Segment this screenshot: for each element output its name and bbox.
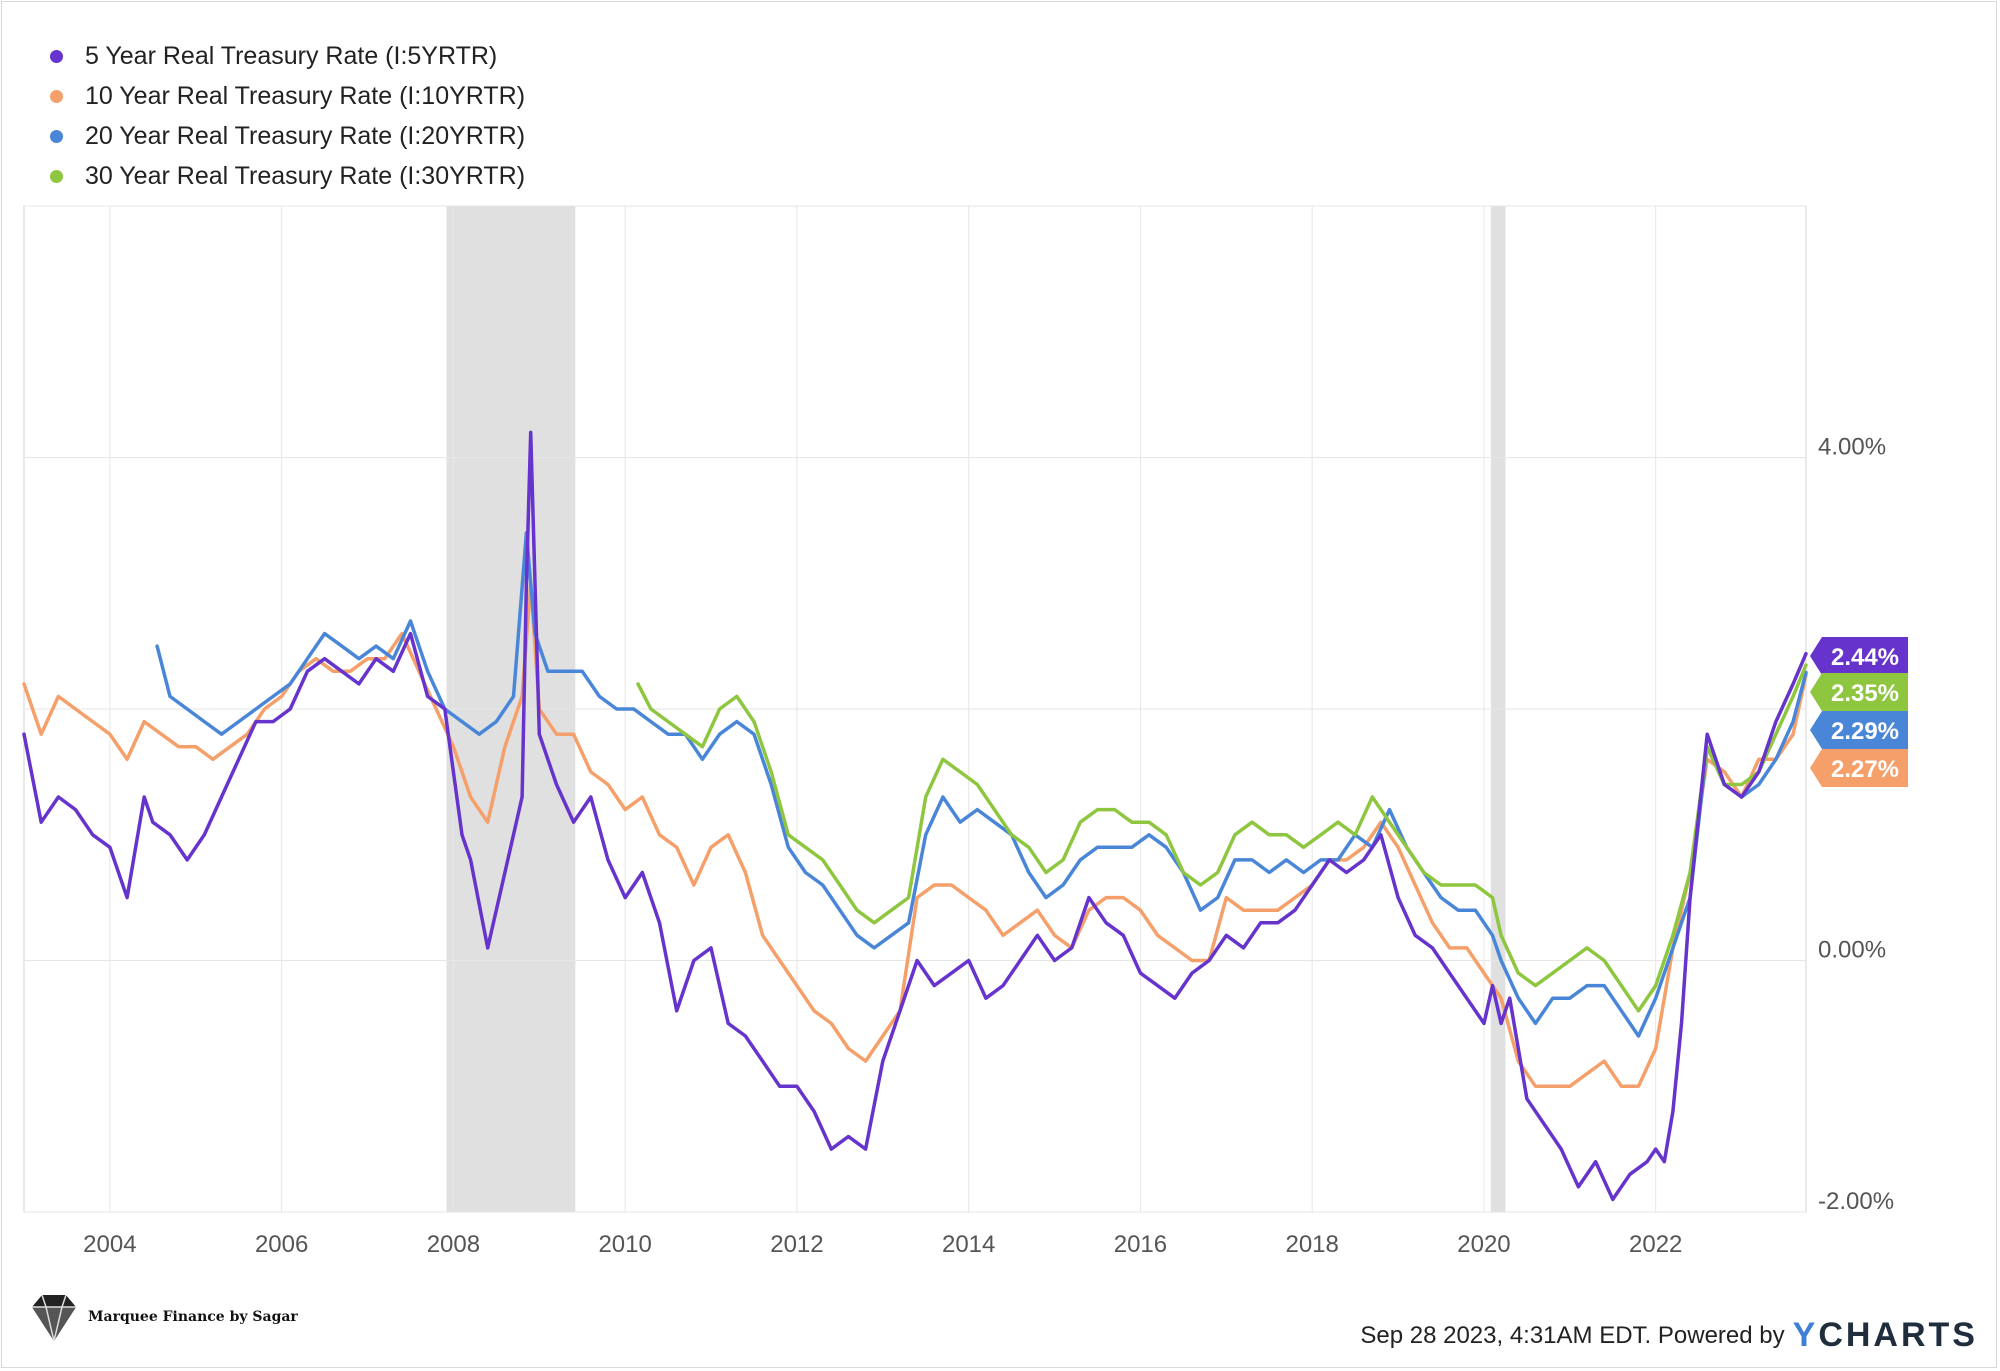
series-line — [22, 430, 1808, 1202]
legend-item-5yr[interactable]: 5 Year Real Treasury Rate (I:5YRTR) — [50, 36, 525, 76]
powered-by: Powered by — [1657, 1321, 1785, 1349]
ycharts-logo-y: Y — [1792, 1316, 1819, 1354]
footer: Sep 28 2023, 4:31AM EDT. Powered by YCHA… — [1360, 1316, 1978, 1355]
x-tick-label: 2018 — [1285, 1231, 1338, 1258]
legend-dot-icon — [50, 49, 63, 63]
timestamp: Sep 28 2023, 4:31AM EDT. — [1360, 1321, 1652, 1349]
branding: Marquee Finance by Sagar — [26, 1289, 298, 1345]
legend-label: 5 Year Real Treasury Rate (I:5YRTR) — [85, 41, 498, 70]
legend-item-10yr[interactable]: 10 Year Real Treasury Rate (I:10YRTR) — [50, 76, 525, 116]
x-tick-label: 2022 — [1629, 1231, 1682, 1258]
series-line — [22, 581, 1808, 1089]
legend: 5 Year Real Treasury Rate (I:5YRTR) 10 Y… — [50, 36, 525, 196]
y-tick-label: 4.00% — [1818, 434, 1886, 461]
x-tick-label: 2016 — [1114, 1231, 1167, 1258]
ycharts-logo-text: CHARTS — [1818, 1316, 1978, 1354]
legend-label: 20 Year Real Treasury Rate (I:20YRTR) — [85, 121, 526, 150]
y-tick-label: -2.00% — [1818, 1188, 1894, 1215]
end-value-label: 2.29% — [1810, 711, 1908, 749]
x-tick-label: 2014 — [942, 1231, 995, 1258]
diamond-logo-icon — [32, 1294, 76, 1342]
legend-label: 30 Year Real Treasury Rate (I:30YRTR) — [85, 161, 526, 190]
end-value-text: 2.44% — [1831, 644, 1899, 671]
x-tick-label: 2004 — [83, 1231, 136, 1258]
ycharts-logo[interactable]: YCHARTS — [1793, 1316, 1978, 1355]
legend-item-20yr[interactable]: 20 Year Real Treasury Rate (I:20YRTR) — [50, 116, 525, 156]
legend-label: 10 Year Real Treasury Rate (I:10YRTR) — [85, 81, 526, 110]
end-value-badge — [1810, 637, 1908, 675]
x-tick-label: 2020 — [1457, 1231, 1510, 1258]
end-value-text: 2.29% — [1831, 718, 1899, 745]
end-value-label: 2.44% — [1810, 637, 1908, 675]
legend-dot-icon — [50, 89, 63, 103]
branding-text: Marquee Finance by Sagar — [88, 1309, 298, 1325]
end-value-badge — [1810, 749, 1908, 787]
legend-dot-icon — [50, 169, 63, 183]
series-line — [636, 663, 1808, 1013]
end-value-text: 2.27% — [1831, 756, 1899, 783]
y-tick-label: 0.00% — [1818, 937, 1886, 964]
x-tick-label: 2012 — [770, 1231, 823, 1258]
end-value-label: 2.27% — [1810, 749, 1908, 787]
series-line — [155, 531, 1808, 1038]
end-value-text: 2.35% — [1831, 680, 1899, 707]
end-value-badge — [1810, 711, 1908, 749]
end-value-label: 2.35% — [1810, 673, 1908, 711]
x-tick-label: 2010 — [598, 1231, 651, 1258]
legend-item-30yr[interactable]: 30 Year Real Treasury Rate (I:30YRTR) — [50, 156, 525, 196]
x-tick-label: 2008 — [427, 1231, 480, 1258]
legend-dot-icon — [50, 129, 63, 143]
end-value-badge — [1810, 673, 1908, 711]
x-tick-label: 2006 — [255, 1231, 308, 1258]
